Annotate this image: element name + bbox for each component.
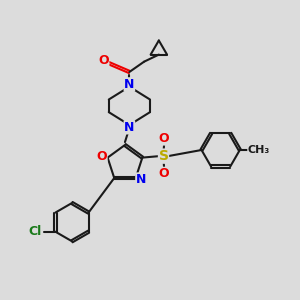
Text: S: S [158,149,169,163]
Text: O: O [98,54,109,67]
Text: Cl: Cl [29,225,42,238]
Text: CH₃: CH₃ [248,145,270,155]
Text: N: N [124,121,135,134]
Text: N: N [124,78,135,91]
Text: O: O [96,150,107,163]
Text: N: N [136,173,146,186]
Text: O: O [159,132,170,145]
Text: O: O [159,167,170,180]
